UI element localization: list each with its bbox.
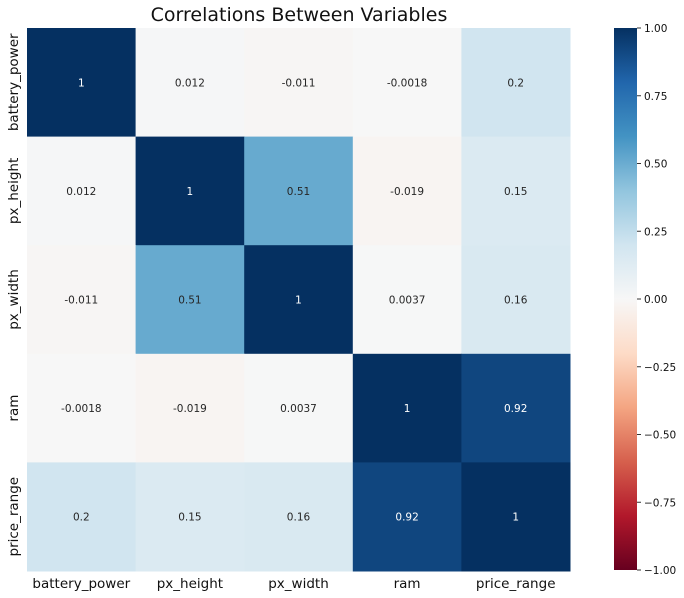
heatmap-cell-label: 0.15 bbox=[504, 186, 527, 198]
heatmap-cell-label: 0.012 bbox=[66, 186, 96, 198]
heatmap-cell-label: -0.019 bbox=[173, 403, 207, 415]
chart-title: Correlations Between Variables bbox=[151, 4, 448, 26]
heatmap-cell-label: 0.51 bbox=[287, 186, 310, 198]
heatmap-cell bbox=[352, 136, 462, 246]
heatmap-cell-label: -0.0018 bbox=[387, 77, 428, 89]
heatmap-cell bbox=[461, 353, 571, 463]
heatmap-cell bbox=[244, 28, 354, 138]
colorbar-tick-label: 0.00 bbox=[644, 294, 667, 306]
y-tick-label: px_height bbox=[6, 158, 22, 224]
heatmap-cell-label: 1 bbox=[295, 295, 302, 307]
x-tick-label: price_range bbox=[476, 576, 556, 592]
heatmap-cell-label: 0.2 bbox=[73, 512, 90, 524]
heatmap-cell-label: 1 bbox=[78, 77, 85, 89]
y-tick-label: price_range bbox=[6, 477, 22, 557]
x-axis-tick-labels: battery_power px_height px_width ram price_r… bbox=[32, 576, 555, 592]
colorbar: 1.00 0.75 0.50 0.25 0.00 −0.25 −0.50 −0.75 −1.00 bbox=[614, 23, 676, 577]
x-tick-label: px_width bbox=[268, 576, 329, 592]
colorbar-tick-label: −0.25 bbox=[644, 362, 676, 374]
heatmap-cell bbox=[352, 462, 462, 572]
heatmap-cell bbox=[461, 28, 571, 138]
heatmap-annotations: 1 0.012 -0.011 -0.0018 0.2 0.012 1 0.51 -0.019 0.… bbox=[61, 77, 528, 523]
x-tick-label: ram bbox=[394, 576, 421, 592]
colorbar-tick-label: −0.50 bbox=[644, 430, 676, 442]
heatmap-cell bbox=[27, 353, 137, 463]
heatmap-cell-label: 0.16 bbox=[504, 295, 528, 307]
y-tick-label: ram bbox=[6, 395, 22, 422]
heatmap-cell bbox=[135, 462, 245, 572]
colorbar-tick-label: 0.25 bbox=[644, 226, 667, 238]
heatmap-cell-label: 1 bbox=[512, 512, 519, 524]
heatmap-cell-label: -0.0018 bbox=[61, 403, 102, 415]
x-tick-label: battery_power bbox=[32, 576, 130, 592]
heatmap-cell bbox=[244, 353, 354, 463]
heatmap-cell-label: 0.0037 bbox=[280, 403, 317, 415]
heatmap-cell-label: 0.51 bbox=[178, 295, 201, 307]
heatmap-cell-label: -0.019 bbox=[390, 186, 424, 198]
heatmap-cell-label: 0.2 bbox=[507, 77, 524, 89]
heatmap-cell-label: -0.011 bbox=[64, 295, 98, 307]
heatmap-cell-label: 1 bbox=[187, 186, 194, 198]
heatmap-cell bbox=[244, 245, 354, 355]
heatmap-cell bbox=[461, 245, 571, 355]
colorbar-ticks: 1.00 0.75 0.50 0.25 0.00 −0.25 −0.50 −0.75 −1.00 bbox=[637, 23, 676, 577]
heatmap-cell bbox=[244, 462, 354, 572]
heatmap-cell bbox=[244, 136, 354, 246]
heatmap-cell bbox=[135, 28, 245, 138]
heatmap-cell-label: 0.92 bbox=[504, 403, 527, 415]
heatmap-cell-label: 0.92 bbox=[395, 512, 418, 524]
heatmap-cell-label: 0.15 bbox=[178, 512, 201, 524]
y-tick-label: px_width bbox=[6, 269, 22, 330]
heatmap-cell-label: -0.011 bbox=[282, 77, 316, 89]
heatmap-cell-label: 1 bbox=[404, 403, 411, 415]
colorbar-tick-label: −1.00 bbox=[644, 565, 676, 577]
heatmap-cell-label: 0.012 bbox=[175, 77, 205, 89]
colorbar-tick-label: −0.75 bbox=[644, 497, 676, 509]
heatmap-cell bbox=[27, 245, 137, 355]
heatmap-cell bbox=[27, 462, 137, 572]
colorbar-gradient bbox=[614, 28, 637, 570]
colorbar-tick-label: 0.75 bbox=[644, 91, 667, 103]
colorbar-tick-label: 1.00 bbox=[644, 23, 667, 35]
heatmap-cell bbox=[461, 462, 571, 572]
y-tick-label: battery_power bbox=[6, 33, 22, 131]
colorbar-tick-label: 0.50 bbox=[644, 159, 667, 171]
heatmap-cells bbox=[27, 28, 571, 572]
heatmap-cell bbox=[352, 245, 462, 355]
heatmap-cell bbox=[135, 353, 245, 463]
x-tick-label: px_height bbox=[157, 576, 223, 592]
heatmap-cell bbox=[135, 136, 245, 246]
heatmap-cell bbox=[27, 136, 137, 246]
heatmap-cell-label: 0.0037 bbox=[389, 295, 426, 307]
heatmap-cell bbox=[352, 28, 462, 138]
heatmap-cell bbox=[135, 245, 245, 355]
heatmap-cell-label: 0.16 bbox=[287, 512, 311, 524]
heatmap-cell bbox=[27, 28, 137, 138]
heatmap-cell bbox=[352, 353, 462, 463]
heatmap-cell bbox=[461, 136, 571, 246]
